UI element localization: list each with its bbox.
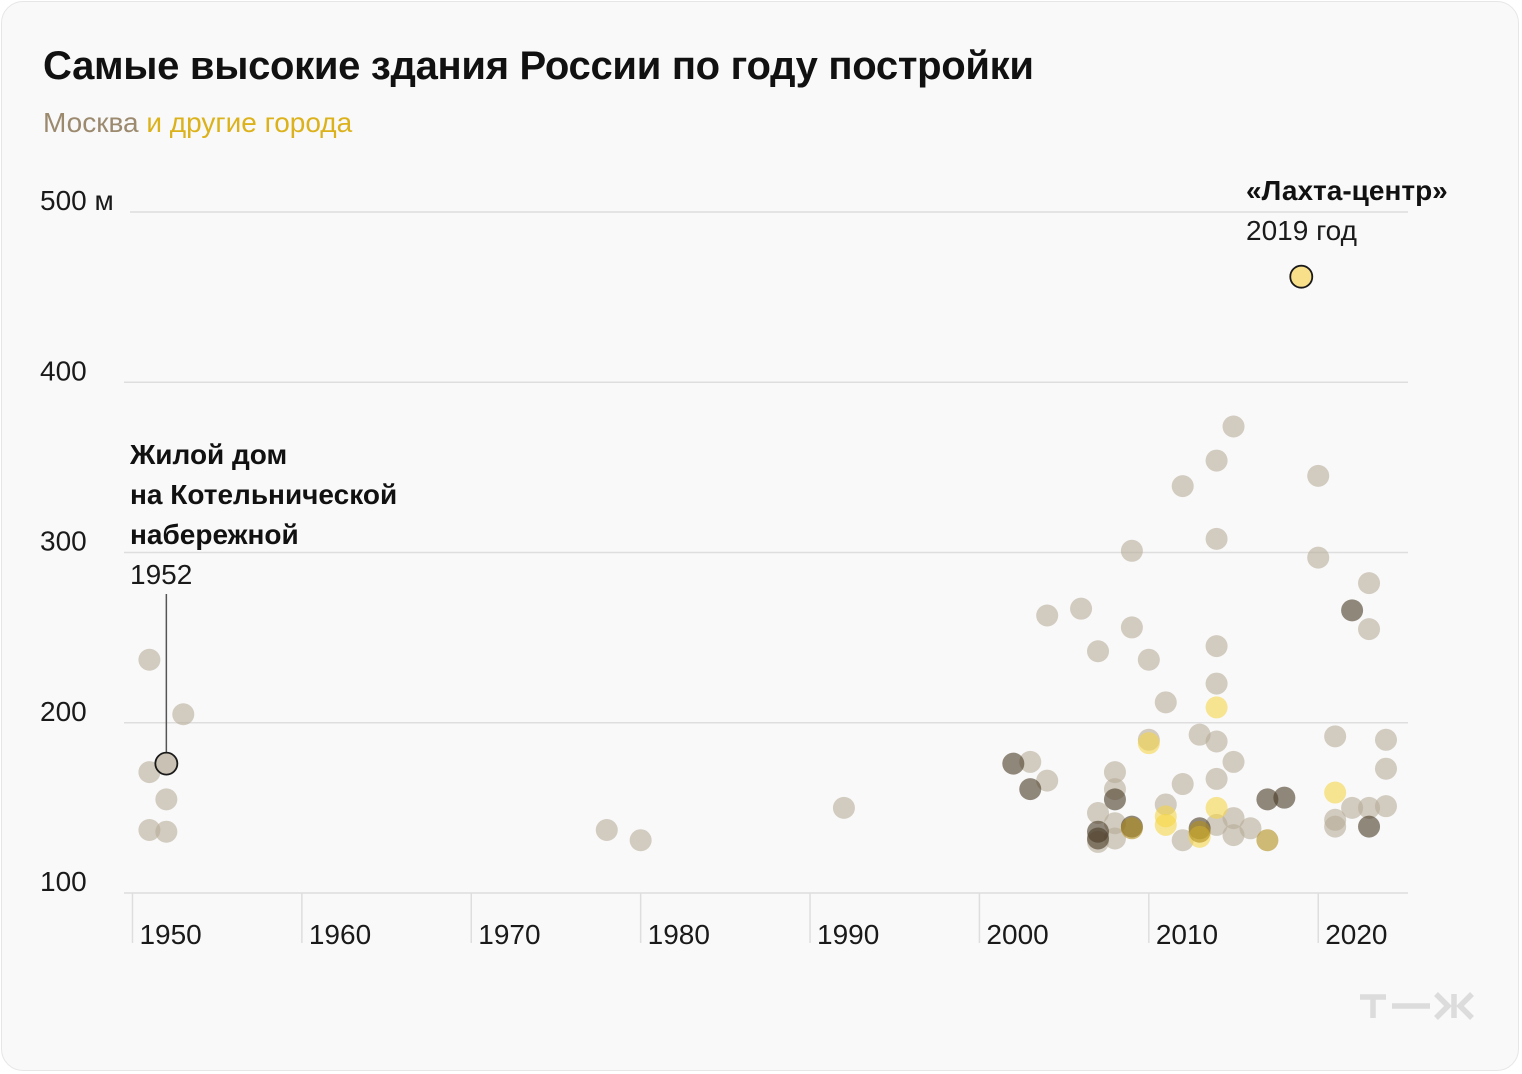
data-point-s0-36 (1205, 813, 1228, 836)
data-point-s0-42 (1307, 464, 1330, 487)
data-point-s0-21 (1120, 616, 1143, 639)
data-point-s0-11 (1036, 604, 1059, 627)
data-point-s0-50 (1358, 796, 1381, 819)
y-tick-label-200: 200 (40, 696, 87, 727)
data-point-s0-34 (1205, 730, 1228, 753)
annotations: Жилой дом на Котельнической набережной 1952… (129, 175, 1448, 776)
data-point-s0-6 (595, 819, 618, 842)
x-tick-label-1990: 1990 (817, 919, 879, 950)
annotation-kotelnicheskaya-line-3: набережной (130, 519, 299, 550)
data-point-s0-51 (1374, 728, 1397, 751)
highlight-point-lakhta (1289, 264, 1314, 289)
data-point-s2-6 (1324, 781, 1347, 804)
data-point-s0-46 (1324, 815, 1347, 838)
data-point-s0-8 (832, 796, 855, 819)
data-point-s1-8 (1273, 786, 1296, 809)
data-point-s3-0 (1120, 817, 1143, 840)
data-point-s0-13 (1087, 640, 1110, 663)
annotation-lakhta-year: 2019 год (1246, 215, 1357, 246)
data-point-s0-43 (1307, 546, 1330, 569)
annotation-kotelnicheskaya-year: 1952 (130, 559, 192, 590)
data-point-s0-19 (1103, 827, 1126, 850)
data-point-s2-0 (1137, 732, 1160, 755)
data-point-s0-35 (1205, 767, 1228, 790)
data-point-s0-4 (155, 820, 178, 843)
data-point-s2-4 (1205, 696, 1228, 719)
data-point-s0-0 (138, 648, 161, 671)
data-point-s1-1 (1019, 778, 1042, 801)
x-tick-label-1970: 1970 (478, 919, 540, 950)
data-point-s0-22 (1137, 648, 1160, 671)
data-point-s0-53 (1374, 795, 1397, 818)
legend-moscow: Москва (43, 107, 139, 138)
data-point-s0-2 (138, 819, 161, 842)
legend-other-cities: и другие города (146, 107, 353, 138)
data-point-s0-12 (1070, 597, 1093, 620)
data-point-s0-29 (1188, 723, 1211, 746)
data-point-s0-26 (1171, 475, 1194, 498)
data-point-s0-52 (1374, 757, 1397, 780)
data-point-s0-20 (1120, 539, 1143, 562)
data-point-s0-18 (1103, 812, 1126, 835)
data-point-s1-3 (1087, 827, 1110, 850)
data-point-s0-10 (1036, 769, 1059, 792)
data-point-s0-39 (1222, 807, 1245, 830)
x-tick-label-2010: 2010 (1156, 919, 1218, 950)
data-point-s3-1 (1188, 820, 1211, 843)
data-point-s2-5 (1205, 796, 1228, 819)
data-point-s1-4 (1103, 788, 1126, 811)
data-point-s0-47 (1341, 796, 1364, 819)
x-tick-label-1980: 1980 (648, 919, 710, 950)
data-point-s2-2 (1154, 813, 1177, 836)
data-point-s0-24 (1154, 691, 1177, 714)
data-points (138, 415, 1397, 853)
y-tick-label-100: 100 (40, 866, 87, 897)
data-point-s0-32 (1205, 635, 1228, 658)
data-point-s1-9 (1341, 599, 1364, 622)
data-point-s0-7 (629, 829, 652, 852)
data-point-s0-41 (1239, 817, 1262, 840)
data-point-s0-31 (1205, 527, 1228, 550)
data-point-s0-49 (1358, 618, 1381, 641)
data-point-s0-9 (1019, 750, 1042, 773)
x-tick-label-2020: 2020 (1325, 919, 1387, 950)
data-point-s0-28 (1171, 829, 1194, 852)
data-point-s0-48 (1358, 572, 1381, 595)
tj-logo (1360, 992, 1474, 1020)
x-tick-label-1950: 1950 (139, 919, 201, 950)
data-point-s0-14 (1087, 801, 1110, 824)
data-point-s1-0 (1002, 752, 1025, 775)
y-tick-label-500: 500 м (40, 185, 114, 216)
highlight-point-kotelnicheskaya (154, 751, 179, 776)
y-tick-label-300: 300 (40, 526, 87, 557)
y-tick-label-400: 400 (40, 355, 87, 386)
annotation-kotelnicheskaya-line-2: на Котельнической (130, 479, 397, 510)
data-point-s0-27 (1171, 773, 1194, 796)
data-point-s1-10 (1358, 815, 1381, 838)
data-point-s0-44 (1324, 725, 1347, 748)
data-point-s0-3 (155, 788, 178, 811)
data-point-s0-37 (1222, 415, 1245, 438)
axis-labels: 100 200 300 400 500 м 1950 1960 1970 1980 1990 200… (40, 185, 1388, 950)
data-point-s1-7 (1256, 788, 1279, 811)
data-point-s0-38 (1222, 750, 1245, 773)
data-point-s0-33 (1205, 672, 1228, 695)
data-point-s0-40 (1222, 824, 1245, 847)
grid (124, 211, 1408, 943)
x-tick-label-1960: 1960 (309, 919, 371, 950)
x-tick-label-2000: 2000 (986, 919, 1048, 950)
annotation-lakhta-title: «Лахта-центр» (1246, 175, 1448, 206)
chart-title: Самые высокие здания России по году пост… (43, 44, 1034, 88)
data-point-s0-16 (1103, 761, 1126, 784)
data-point-s0-5 (172, 703, 195, 726)
data-point-s0-30 (1205, 449, 1228, 472)
data-point-s3-2 (1256, 829, 1279, 852)
annotation-kotelnicheskaya-line-1: Жилой дом (129, 439, 287, 470)
chart-subtitle: Москва и другие города (43, 106, 352, 140)
